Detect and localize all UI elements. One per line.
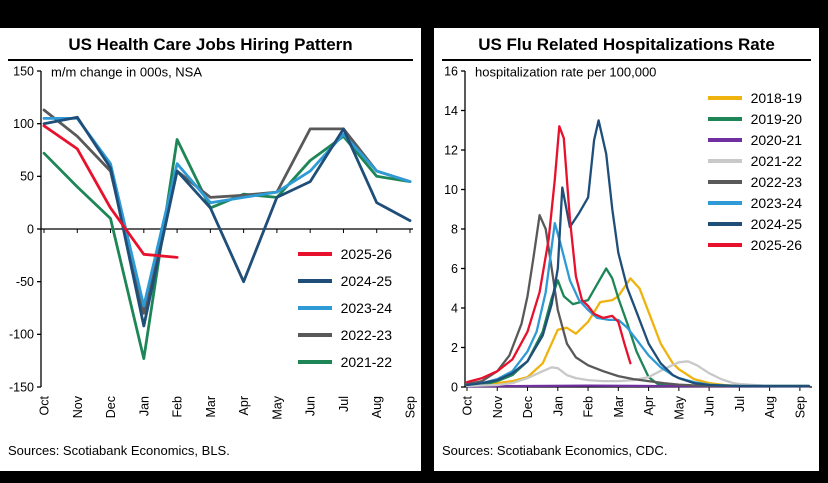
legend-label: 2019-20	[750, 111, 802, 127]
svg-text:100: 100	[13, 117, 34, 131]
svg-text:Nov: Nov	[491, 395, 505, 418]
svg-text:Dec: Dec	[521, 396, 535, 418]
svg-text:Apr: Apr	[642, 396, 656, 415]
svg-text:Aug: Aug	[763, 396, 777, 418]
legend-line-swatch	[707, 96, 742, 100]
flu-hospitalizations-line-chart: 0 2 4 6 8 10 12 14 16 Oct Nov Dec Jan Feb Mar Apr May Jun…	[444, 64, 812, 420]
legend-line-swatch	[707, 201, 742, 205]
svg-text:2: 2	[451, 341, 458, 355]
legend-item: 2020-21	[707, 132, 802, 148]
flu-chart-area: 0 2 4 6 8 10 12 14 16 Oct Nov Dec Jan Feb Mar Apr May Jun…	[435, 61, 818, 441]
healthcare-chart-area: -150 -100 -50 0 50 100 150 Oct Nov Dec Jan Feb Mar Ap…	[1, 61, 420, 441]
legend-item: 2023-24	[297, 300, 392, 316]
svg-text:0: 0	[27, 222, 34, 236]
svg-text:May: May	[672, 395, 686, 419]
flu-chart-title: US Flu Related Hospitalizations Rate	[442, 35, 811, 61]
legend-line-swatch	[297, 279, 332, 283]
legend-item: 2023-24	[707, 195, 802, 211]
svg-text:Jul: Jul	[733, 396, 747, 412]
legend-item: 2018-19	[707, 90, 802, 106]
legend-label: 2023-24	[750, 195, 802, 211]
legend-label: 2024-25	[750, 216, 802, 232]
legend-label: 2022-23	[340, 327, 392, 343]
svg-text:m/m change in 000s, NSA: m/m change in 000s, NSA	[51, 65, 202, 80]
svg-text:Oct: Oct	[38, 395, 52, 415]
svg-text:12: 12	[444, 143, 458, 157]
legend-label: 2023-24	[340, 300, 392, 316]
svg-text:hospitalization rate per 100,0: hospitalization rate per 100,000	[475, 65, 656, 80]
svg-text:150: 150	[13, 64, 34, 78]
legend-label: 2020-21	[750, 132, 802, 148]
legend-line-swatch	[297, 252, 332, 256]
legend-item: 2025-26	[297, 246, 392, 262]
svg-text:0: 0	[451, 380, 458, 394]
svg-text:Feb: Feb	[582, 396, 596, 418]
svg-text:10: 10	[444, 183, 458, 197]
legend-label: 2025-26	[340, 246, 392, 262]
healthcare-jobs-line-chart: -150 -100 -50 0 50 100 150 Oct Nov Dec Jan Feb Mar Ap…	[9, 64, 418, 419]
svg-text:Dec: Dec	[104, 396, 118, 418]
svg-text:Feb: Feb	[171, 396, 185, 418]
legend-line-swatch	[297, 306, 332, 310]
svg-text:-50: -50	[16, 275, 34, 289]
legend-label: 2022-23	[750, 174, 802, 190]
svg-text:Jun: Jun	[304, 396, 318, 416]
flu-hospitalizations-panel: US Flu Related Hospitalizations Rate 0 2 4…	[434, 28, 819, 471]
svg-text:May: May	[270, 395, 284, 419]
legend-item: 2019-20	[707, 111, 802, 127]
svg-text:-100: -100	[9, 328, 34, 342]
source-note-cdc: Sources: Scotiabank Economics, CDC.	[442, 443, 668, 458]
legend-item: 2022-23	[707, 174, 802, 190]
source-note-bls: Sources: Scotiabank Economics, BLS.	[8, 443, 230, 458]
healthcare-jobs-panel: US Health Care Jobs Hiring Pattern -150-…	[0, 28, 421, 471]
legend-line-swatch	[707, 222, 742, 226]
legend-label: 2021-22	[340, 354, 392, 370]
svg-text:6: 6	[451, 262, 458, 276]
legend-line-swatch	[707, 159, 742, 163]
legend-item: 2021-22	[297, 354, 392, 370]
legend-label: 2018-19	[750, 90, 802, 106]
legend-line-swatch	[707, 243, 742, 247]
svg-text:14: 14	[444, 104, 458, 118]
svg-text:Jul: Jul	[337, 396, 351, 412]
svg-text:16: 16	[444, 64, 458, 78]
svg-text:50: 50	[20, 170, 34, 184]
svg-text:-150: -150	[9, 380, 34, 394]
legend-label: 2025-26	[750, 237, 802, 253]
svg-text:Aug: Aug	[370, 396, 384, 418]
legend-item: 2021-22	[707, 153, 802, 169]
svg-text:Sep: Sep	[793, 396, 807, 418]
svg-text:4: 4	[451, 301, 458, 315]
legend-item: 2022-23	[297, 327, 392, 343]
legend-line-swatch	[297, 333, 332, 337]
svg-text:Jan: Jan	[551, 396, 565, 416]
legend-line-swatch	[707, 138, 742, 142]
svg-text:Jan: Jan	[137, 396, 151, 416]
svg-text:Mar: Mar	[612, 396, 626, 418]
healthcare-chart-legend: 2025-26 2024-25 2023-24 2022-23 2021-22	[297, 235, 392, 381]
flu-chart-legend: 2018-19 2019-20 2020-21 2021-22 2022-23 2023-…	[707, 85, 802, 258]
svg-text:8: 8	[451, 222, 458, 236]
legend-item: 2024-25	[297, 273, 392, 289]
legend-line-swatch	[707, 180, 742, 184]
svg-text:Mar: Mar	[204, 396, 218, 418]
legend-line-swatch	[707, 117, 742, 121]
svg-text:Apr: Apr	[237, 396, 251, 415]
svg-text:Oct: Oct	[461, 395, 475, 415]
legend-label: 2024-25	[340, 273, 392, 289]
healthcare-chart-title: US Health Care Jobs Hiring Pattern	[8, 35, 413, 61]
legend-line-swatch	[297, 360, 332, 364]
svg-text:Jun: Jun	[703, 396, 717, 416]
svg-text:Sep: Sep	[404, 396, 418, 418]
legend-item: 2024-25	[707, 216, 802, 232]
legend-label: 2021-22	[750, 153, 802, 169]
legend-item: 2025-26	[707, 237, 802, 253]
svg-text:Nov: Nov	[71, 395, 85, 418]
